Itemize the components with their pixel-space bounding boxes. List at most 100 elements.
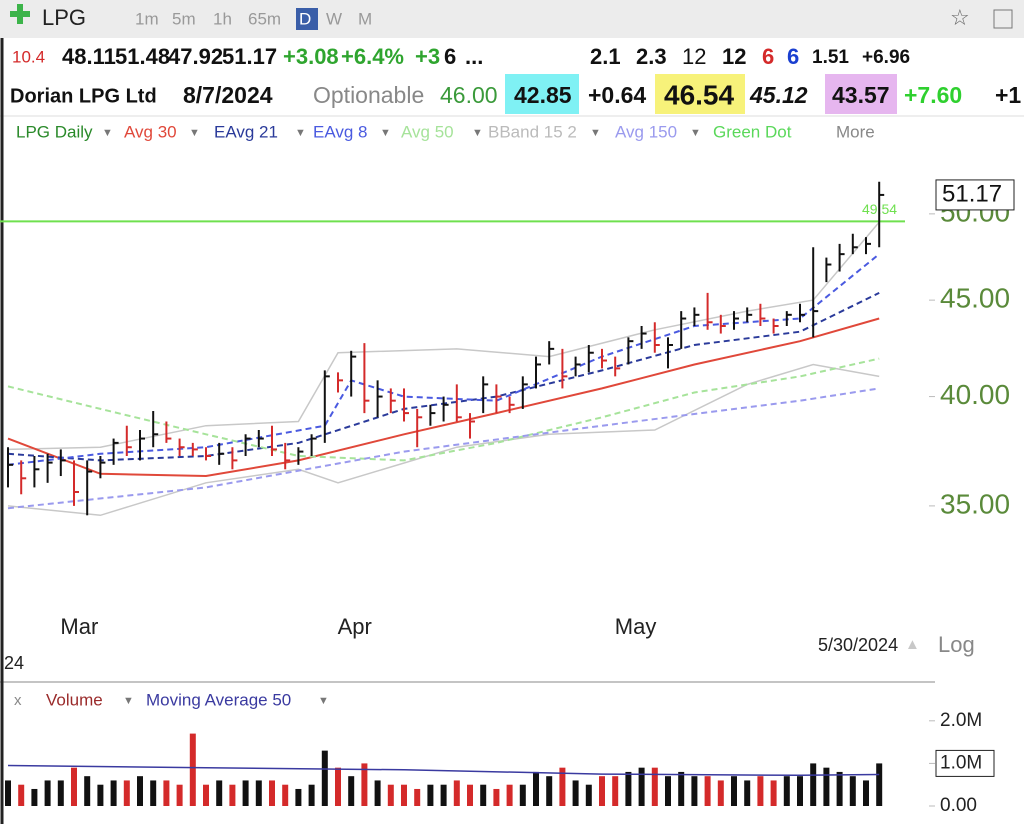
volume-bar [255,780,262,806]
volume-bar [401,784,407,806]
volume-bar [295,788,302,806]
volume-bar [71,767,77,806]
icon[interactable] [993,9,1013,29]
interval[interactable]: 1h [213,9,232,28]
volume-bar [797,776,803,806]
quote-highlight [655,74,745,114]
dropdown-arrow: ▼ [102,127,113,139]
interval[interactable]: D [299,9,311,28]
volume-bar [678,771,685,806]
volume-bar [387,784,394,806]
indicator-label[interactable]: Avg 30 [124,122,177,141]
toolbar [0,0,1024,38]
quote-value: ... [465,44,483,69]
volume-bar [480,784,487,806]
interval[interactable]: 1m [135,9,159,28]
volume-bar [229,784,236,806]
volume-bar [123,780,130,806]
y-tick-label: 1.0M [940,752,982,773]
volume-bar [282,784,289,806]
volume-bar [97,784,104,806]
cursor-date: 5/30/2024 [818,635,898,655]
volume-bar [84,776,91,806]
bband-lower [7,363,880,517]
interval[interactable]: 65m [248,9,281,28]
volume-bar [757,776,764,806]
moving-average [7,387,880,510]
volume-bar [717,780,724,806]
volume-bar [5,780,11,806]
indicator-label[interactable]: EAvg 21 [214,122,278,141]
quote-value: +3.08 [283,44,339,69]
quote-value: Optionable [313,82,424,108]
volume-ma-title[interactable]: Moving Average 50 [146,690,291,709]
volume-bar [137,776,143,806]
x-tick-label: May [615,614,657,639]
interval-selected [296,8,318,30]
volume-bar [321,750,328,806]
add-icon[interactable] [10,4,30,24]
quote-value: +6.4% [341,44,404,69]
volume-bar [269,780,275,806]
volume-bar [651,767,658,806]
quote-value: 6 [787,44,799,69]
quote-value: Dorian LPG Ltd [10,85,157,107]
volume-bar [849,776,856,806]
star-icon[interactable]: ☆ [950,5,970,30]
volume-bar [150,780,157,806]
volume-bar [744,780,751,806]
moving-average [7,317,880,478]
y-tick-label: 35.00 [940,488,1010,519]
interval[interactable]: 5m [172,9,196,28]
volume-bar [242,780,249,806]
volume-bar [374,780,381,806]
last-price: 51.17 [942,180,1002,207]
volume-bar [665,776,671,806]
quote-value: 12 [722,44,746,69]
volume-bar [44,780,51,806]
bband-upper [7,221,880,451]
quote-value: 48.11 [62,44,116,69]
indicator-label[interactable]: More [836,122,875,141]
volume-bar [546,776,553,806]
symbol[interactable]: LPG [42,5,86,30]
dropdown-arrow: ▼ [690,127,701,139]
volume-title[interactable]: Volume [46,690,103,709]
volume-bar [533,771,539,806]
volume-bar [31,788,38,806]
dropdown-arrow: ▼ [318,695,329,707]
volume-bar [810,763,817,806]
indicator-label[interactable]: Green Dot [713,122,792,141]
x-tick-label: Apr [338,614,372,639]
quote-value: 2.3 [636,44,667,69]
interval[interactable]: M [358,9,372,28]
scroll-icon[interactable]: ▲ [905,636,920,653]
indicator-label[interactable]: Avg 150 [615,122,677,141]
quote-value: 12 [682,44,706,69]
interval[interactable]: W [326,9,342,28]
volume-bar [216,780,223,806]
volume-bar [203,784,209,806]
indicator-label[interactable]: EAvg 8 [313,122,368,141]
quote-value: 42.85 [514,82,572,108]
indicator-label[interactable]: LPG Daily [16,122,93,141]
scale-label[interactable]: Log [938,632,975,657]
dropdown-arrow: ▼ [590,127,601,139]
volume-bar [519,784,526,806]
dropdown-arrow: ▼ [472,127,483,139]
volume-close[interactable]: x [14,692,22,709]
indicator-label[interactable]: BBand 15 2 [488,122,577,141]
volume-bar [836,771,843,806]
volume-bar [731,776,737,806]
indicator-label[interactable]: Avg 50 [401,122,454,141]
volume-bar [823,767,830,806]
volume-bar [493,788,500,806]
dropdown-arrow: ▼ [123,695,134,707]
y-tick-label: 0.00 [940,795,977,816]
volume-bar [876,763,883,806]
dropdown-arrow: ▼ [189,127,200,139]
volume-bar [625,771,632,806]
quote-value: 51.48 [115,44,170,69]
volume-bar [467,784,473,806]
